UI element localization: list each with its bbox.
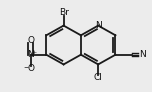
Text: N: N bbox=[139, 50, 146, 59]
Text: +: + bbox=[31, 50, 36, 55]
Text: O: O bbox=[27, 36, 34, 45]
Text: Cl: Cl bbox=[94, 73, 103, 82]
Text: N: N bbox=[95, 21, 102, 30]
Text: N: N bbox=[27, 50, 34, 59]
Text: −: − bbox=[23, 64, 29, 69]
Text: O: O bbox=[27, 64, 34, 73]
Text: Br: Br bbox=[59, 8, 69, 17]
